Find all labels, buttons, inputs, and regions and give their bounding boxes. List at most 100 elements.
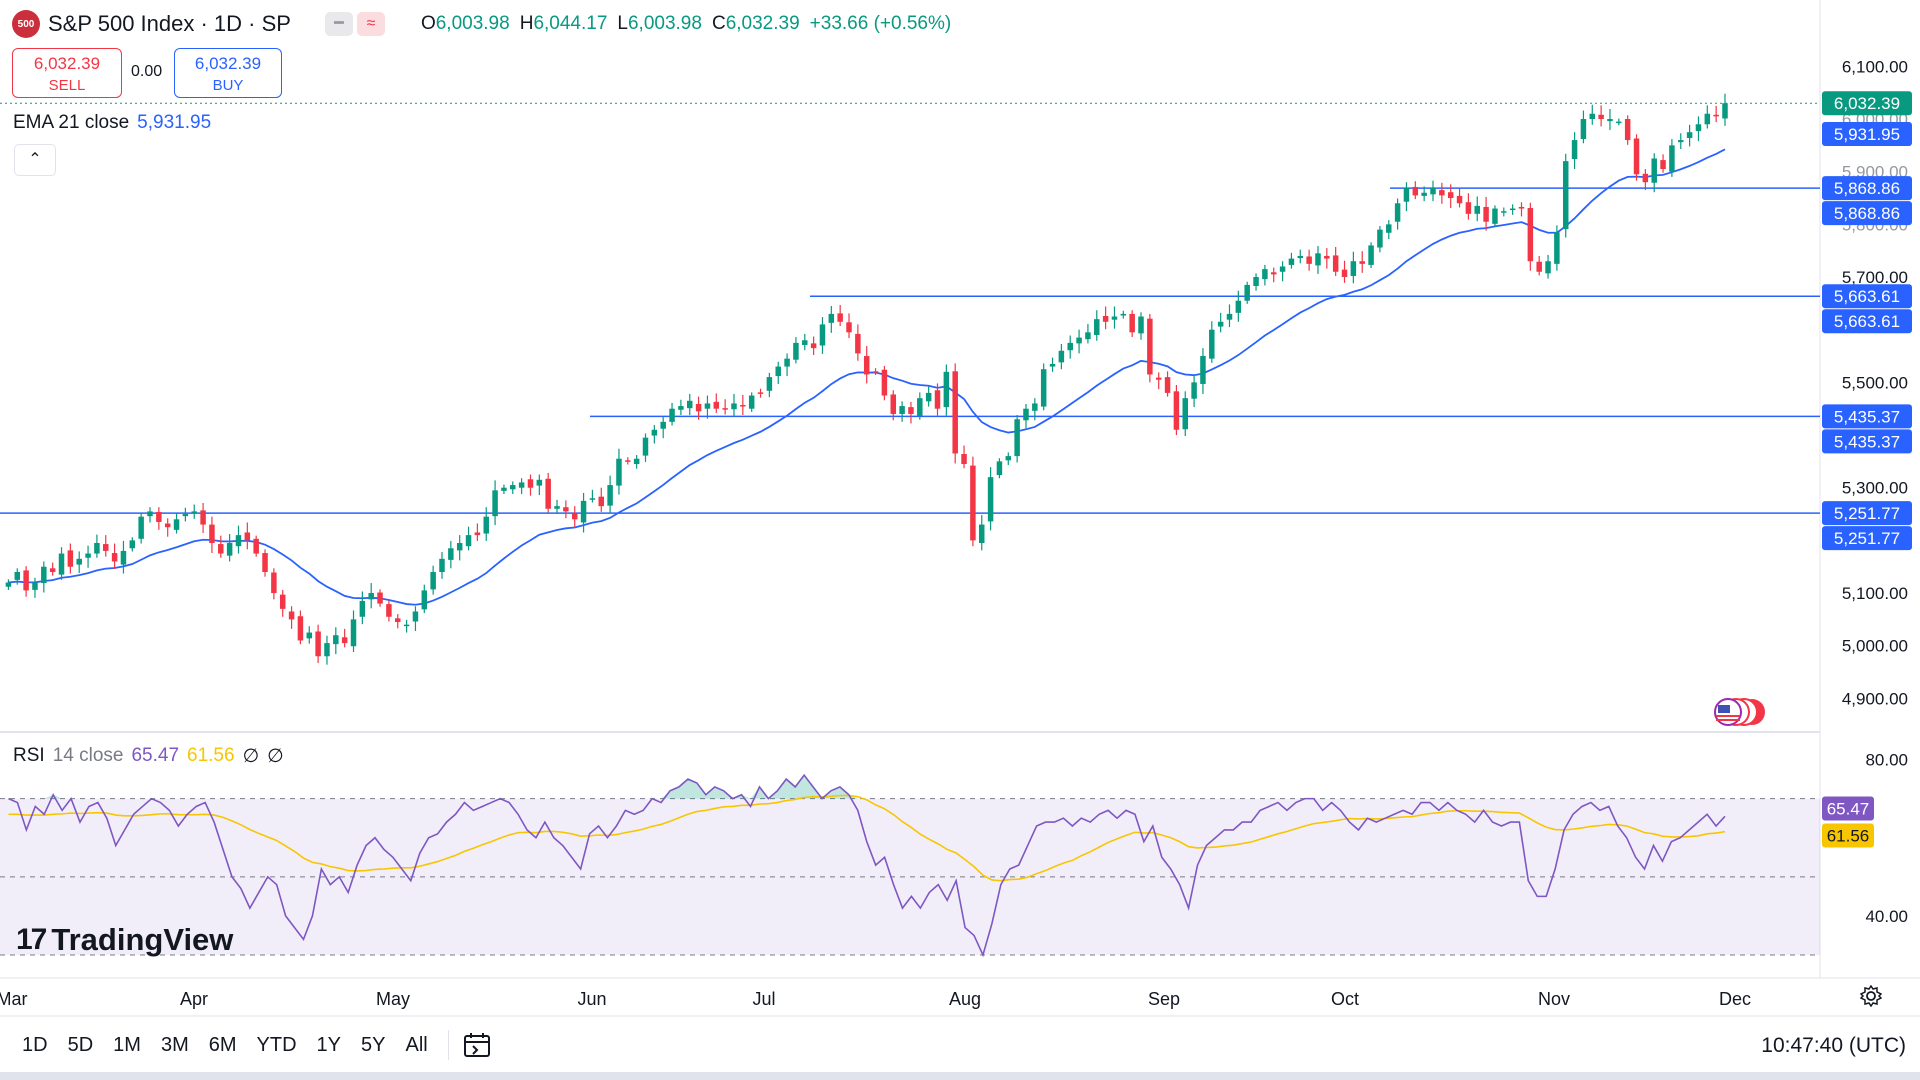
candle[interactable] xyxy=(952,363,958,464)
candle[interactable] xyxy=(1129,310,1135,338)
candle[interactable] xyxy=(970,456,976,547)
candle[interactable] xyxy=(1359,251,1365,273)
candle[interactable] xyxy=(324,635,330,665)
candle[interactable] xyxy=(1678,133,1684,150)
candle[interactable] xyxy=(846,313,852,339)
timeframe-all[interactable]: All xyxy=(405,1033,428,1056)
price-pane[interactable] xyxy=(0,93,1820,665)
candle[interactable] xyxy=(1032,398,1038,421)
candle[interactable] xyxy=(1660,154,1666,173)
candle[interactable] xyxy=(1713,105,1719,123)
candle[interactable] xyxy=(1456,187,1463,208)
candle[interactable] xyxy=(1279,261,1286,282)
candle[interactable] xyxy=(1421,186,1427,202)
candle[interactable] xyxy=(474,523,481,541)
candle[interactable] xyxy=(1501,207,1507,217)
candle[interactable] xyxy=(465,526,472,551)
timeframe-5d[interactable]: 5D xyxy=(67,1033,94,1056)
candle[interactable] xyxy=(943,364,950,416)
candle[interactable] xyxy=(1217,312,1224,333)
timeframe-1y[interactable]: 1Y xyxy=(316,1033,342,1056)
candle[interactable] xyxy=(1430,180,1436,202)
candle[interactable] xyxy=(828,305,835,333)
candle[interactable] xyxy=(1094,310,1100,341)
candle[interactable] xyxy=(315,624,321,664)
candle[interactable] xyxy=(1341,260,1348,283)
level-price-badge[interactable]: 5,663.61 xyxy=(1822,309,1912,334)
candle[interactable] xyxy=(271,568,277,600)
candle[interactable] xyxy=(1633,134,1640,181)
candle[interactable] xyxy=(802,333,808,351)
candle[interactable] xyxy=(1412,181,1419,200)
candle[interactable] xyxy=(200,502,206,534)
candle[interactable] xyxy=(908,401,914,424)
candle[interactable] xyxy=(156,507,162,530)
candle[interactable] xyxy=(793,337,799,364)
candle[interactable] xyxy=(1554,225,1560,271)
level-price-badge[interactable]: 5,251.77 xyxy=(1822,501,1912,526)
candle[interactable] xyxy=(1014,415,1020,463)
symbol-title[interactable]: S&P 500 Index · 1D · SP xyxy=(48,11,291,36)
candle[interactable] xyxy=(1527,202,1534,271)
rsi-pane[interactable] xyxy=(0,773,1820,958)
candle[interactable] xyxy=(598,487,605,512)
level-price-badge[interactable]: 5,435.37 xyxy=(1822,404,1912,429)
candle[interactable] xyxy=(297,610,304,645)
candle[interactable] xyxy=(766,372,773,398)
timeframe-1d[interactable]: 1D xyxy=(22,1033,48,1056)
candle[interactable] xyxy=(111,543,118,569)
candle[interactable] xyxy=(748,392,755,412)
candle[interactable] xyxy=(94,534,100,558)
candle[interactable] xyxy=(722,399,728,415)
candle[interactable] xyxy=(359,591,366,625)
candle[interactable] xyxy=(85,545,91,568)
candle[interactable] xyxy=(855,324,861,361)
candle[interactable] xyxy=(306,626,313,644)
candle[interactable] xyxy=(1571,132,1578,170)
candle[interactable] xyxy=(1155,372,1162,390)
rsi-line[interactable] xyxy=(8,773,1726,958)
candle[interactable] xyxy=(403,619,410,633)
candle[interactable] xyxy=(881,366,888,401)
candle[interactable] xyxy=(14,568,21,585)
candle[interactable] xyxy=(1235,290,1242,322)
rsi-ma-line[interactable] xyxy=(8,794,1726,882)
ema-legend[interactable]: EMA 21 close 5,931.95 xyxy=(13,112,211,134)
candle[interactable] xyxy=(1244,281,1250,304)
candle[interactable] xyxy=(1695,116,1702,142)
candle[interactable] xyxy=(377,589,383,607)
candle[interactable] xyxy=(651,425,658,444)
candle[interactable] xyxy=(1704,105,1711,129)
candle[interactable] xyxy=(279,589,286,617)
candle[interactable] xyxy=(235,525,242,554)
candle[interactable] xyxy=(1492,205,1498,227)
candle[interactable] xyxy=(1598,105,1604,127)
candle[interactable] xyxy=(757,388,764,398)
candle[interactable] xyxy=(76,551,82,574)
candle[interactable] xyxy=(1439,182,1445,204)
candle[interactable] xyxy=(625,457,631,465)
candle[interactable] xyxy=(386,600,392,622)
candle[interactable] xyxy=(642,433,649,462)
candle[interactable] xyxy=(1386,220,1392,240)
candle[interactable] xyxy=(191,504,197,519)
sell-button[interactable]: 6,032.39 SELL xyxy=(12,48,122,98)
candle[interactable] xyxy=(23,566,29,597)
candle[interactable] xyxy=(1509,204,1516,215)
candle[interactable] xyxy=(1332,247,1339,276)
candle[interactable] xyxy=(182,507,189,522)
candle[interactable] xyxy=(1191,374,1197,408)
candle[interactable] xyxy=(1589,104,1596,125)
candle[interactable] xyxy=(633,455,640,469)
candle[interactable] xyxy=(554,499,560,515)
tradingview-logo[interactable]: 17 TradingView xyxy=(16,922,233,958)
candle[interactable] xyxy=(1297,249,1304,264)
candle[interactable] xyxy=(173,513,180,534)
candle[interactable] xyxy=(1173,385,1180,436)
candle[interactable] xyxy=(209,516,215,554)
candle[interactable] xyxy=(775,361,781,384)
candle[interactable] xyxy=(1076,329,1082,354)
data-delay-icon[interactable]: ≈ xyxy=(356,12,385,36)
candle[interactable] xyxy=(1324,248,1330,269)
candle[interactable] xyxy=(1147,313,1153,383)
